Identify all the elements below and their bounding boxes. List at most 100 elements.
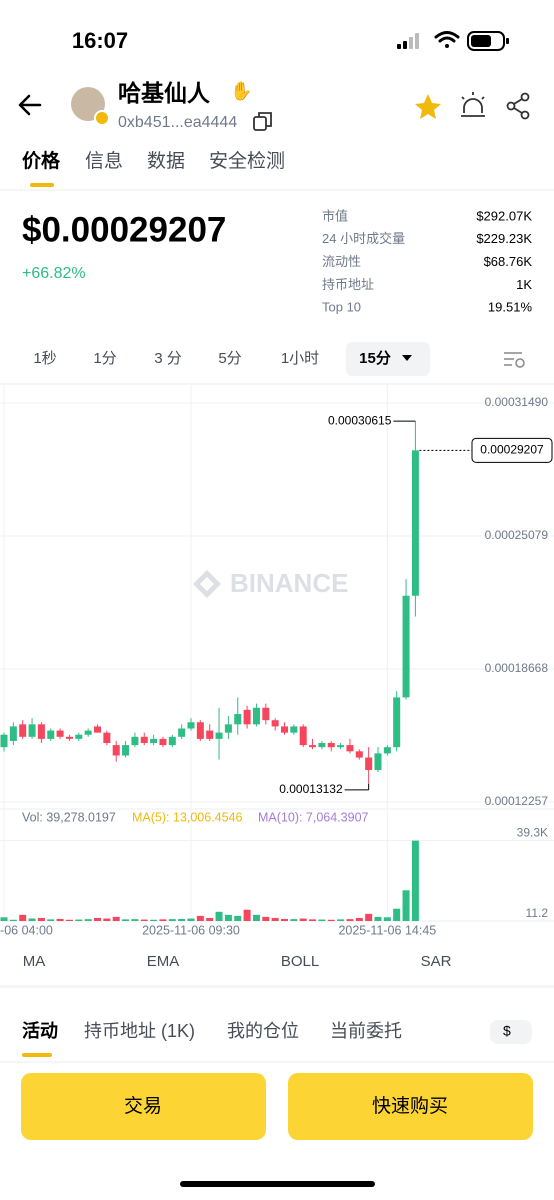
candle-body: [411, 450, 419, 596]
stat-value: $229.23K: [476, 231, 532, 246]
volume-bar: [122, 919, 130, 921]
indicator[interactable]: BOLL: [281, 953, 319, 970]
candle-body: [47, 730, 55, 739]
interval[interactable]: 15分: [359, 350, 391, 367]
candle-body: [243, 709, 251, 725]
volume-bar: [224, 914, 232, 921]
stat-label: Top 10: [322, 300, 361, 315]
button-label: 快速购买: [372, 1095, 448, 1117]
share-button[interactable]: [506, 92, 530, 120]
candle-body: [365, 757, 373, 770]
volume-bar: [281, 918, 288, 921]
trade-button[interactable]: [21, 1073, 266, 1140]
tab[interactable]: 数据: [147, 150, 185, 172]
y-tick-label: 39.3K: [517, 826, 548, 840]
favorite-button[interactable]: [415, 94, 441, 119]
volume-bar: [374, 916, 382, 921]
candle-body: [65, 736, 73, 739]
tab-indicator: [30, 183, 54, 187]
candle-body: [393, 697, 401, 748]
volume-bar: [131, 919, 139, 921]
back-button[interactable]: [18, 94, 42, 116]
home-indicator: [180, 1181, 375, 1187]
candle-body: [262, 707, 270, 721]
candle-body: [234, 713, 242, 725]
volume-bar: [28, 918, 36, 921]
candle-body: [56, 730, 64, 737]
interval[interactable]: 3 分: [154, 350, 182, 367]
candle-body: [327, 743, 335, 748]
max-price-label: 0.00030615: [328, 413, 392, 427]
stat-label: 流动性: [322, 254, 361, 269]
candle-body: [75, 734, 83, 739]
candle-body: [131, 736, 139, 746]
volume-bar: [47, 919, 55, 921]
tab[interactable]: 持币地址 (1K): [84, 1021, 195, 1041]
interval-selected-bg: [346, 342, 430, 376]
tab[interactable]: 活动: [22, 1020, 58, 1041]
x-tick-label: 2025-11-06 04:00: [0, 923, 53, 937]
volume-bar: [140, 919, 148, 921]
candle-body: [290, 726, 298, 733]
price-change: +66.82%: [22, 265, 86, 282]
tab[interactable]: 价格: [22, 149, 61, 172]
x-tick-label: 2025-11-06 14:45: [338, 923, 436, 937]
candle-body: [9, 726, 17, 741]
interval[interactable]: 1小时: [281, 350, 319, 367]
tab[interactable]: 安全检测: [209, 150, 285, 172]
copy-button[interactable]: [253, 112, 272, 131]
volume-bar: [75, 919, 83, 921]
y-tick-label: 0.00025079: [485, 528, 549, 542]
y-tick-label: 0.00031490: [485, 395, 549, 409]
candle-body: [224, 724, 232, 733]
indicator[interactable]: MA: [23, 953, 46, 970]
volume-bar: [309, 919, 317, 921]
volume-bar: [196, 915, 204, 921]
indicator[interactable]: SAR: [421, 953, 452, 970]
candle-body: [37, 724, 45, 739]
stat-label: 市值: [322, 208, 348, 223]
indicator[interactable]: EMA: [147, 953, 180, 970]
tab[interactable]: 当前委托: [330, 1021, 402, 1041]
interval[interactable]: 1分: [93, 350, 116, 367]
candle-body: [122, 745, 130, 756]
volume-bar: [318, 919, 326, 921]
tab[interactable]: 信息: [85, 150, 123, 172]
candle-body: [178, 728, 186, 737]
candle-body: [94, 726, 101, 733]
interval[interactable]: 1秒: [33, 350, 56, 367]
volume-bar: [0, 917, 8, 921]
quick-buy-button[interactable]: [288, 1073, 533, 1140]
signal-icon: [397, 33, 419, 49]
chain-badge: [94, 110, 110, 126]
y-tick-label: 0.00012257: [485, 794, 549, 808]
candle-body: [281, 726, 288, 733]
candle-body: [84, 730, 92, 735]
y-tick-label: 11.2: [526, 906, 549, 920]
candle-body: [309, 745, 317, 748]
candle-body: [103, 732, 111, 744]
dropdown-caret: [402, 355, 412, 361]
volume-bar: [150, 919, 158, 921]
volume-bar: [19, 914, 27, 921]
candle-body: [168, 736, 176, 746]
candle-body: [140, 736, 148, 744]
volume-bar: [103, 918, 111, 921]
tab[interactable]: 我的仓位: [227, 1021, 299, 1041]
ma10-text: MA(10): 7,064.3907: [258, 810, 369, 824]
volume-bar: [37, 917, 45, 921]
stat-label: 持币地址: [322, 277, 374, 292]
volume-bar: [299, 918, 307, 921]
interval[interactable]: 5分: [218, 350, 241, 367]
volume-bar: [383, 917, 391, 921]
candle-body: [28, 724, 36, 737]
chart-settings-button[interactable]: [504, 352, 525, 368]
currency-toggle[interactable]: [490, 1020, 532, 1044]
volume-bar: [346, 919, 354, 921]
price: $0.00029207: [22, 210, 226, 249]
alert-button[interactable]: [461, 92, 485, 117]
stat-value: 19.51%: [488, 300, 533, 315]
volume-bar: [365, 913, 373, 921]
